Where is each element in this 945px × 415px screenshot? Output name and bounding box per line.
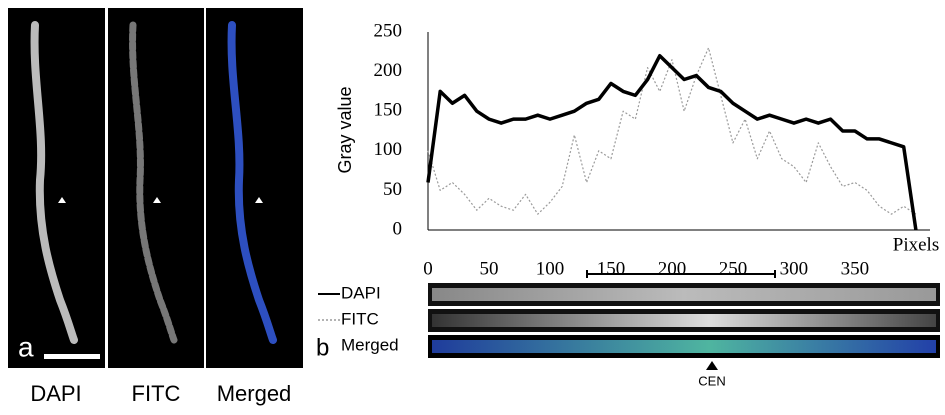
x-tick-label: 300 [780, 258, 809, 279]
y-tick-label: 100 [374, 139, 403, 160]
x-tick-label: 350 [841, 258, 870, 279]
legend-label: DAPI [341, 283, 381, 302]
micrographs [8, 8, 303, 368]
legend-label: FITC [341, 309, 379, 328]
x-tick-label: 200 [658, 258, 687, 279]
panel-label: a [18, 331, 34, 362]
y-tick-label: 50 [383, 179, 402, 200]
line-series [427, 47, 917, 215]
image-label: FITC [132, 381, 181, 406]
x-axis-label: Pixels [893, 234, 939, 255]
strips [428, 270, 940, 370]
x-tick-label: 50 [479, 258, 498, 279]
y-tick-label: 150 [374, 100, 403, 121]
marker-label: CEN [698, 373, 725, 388]
panel-label: b [316, 334, 329, 361]
x-tick-label: 150 [597, 258, 626, 279]
x-tick-label: 100 [536, 258, 565, 279]
strip-label: Merged [341, 335, 399, 354]
y-axis-label: Gray value [335, 86, 355, 173]
x-tick-label: 0 [423, 258, 433, 279]
y-tick-label: 200 [374, 60, 403, 81]
line-series [426, 54, 918, 231]
y-tick-label: 250 [374, 20, 403, 41]
image-label: Merged [217, 381, 292, 406]
x-tick-label: 250 [719, 258, 748, 279]
image-label: DAPI [30, 381, 81, 406]
y-tick-label: 0 [393, 218, 403, 239]
